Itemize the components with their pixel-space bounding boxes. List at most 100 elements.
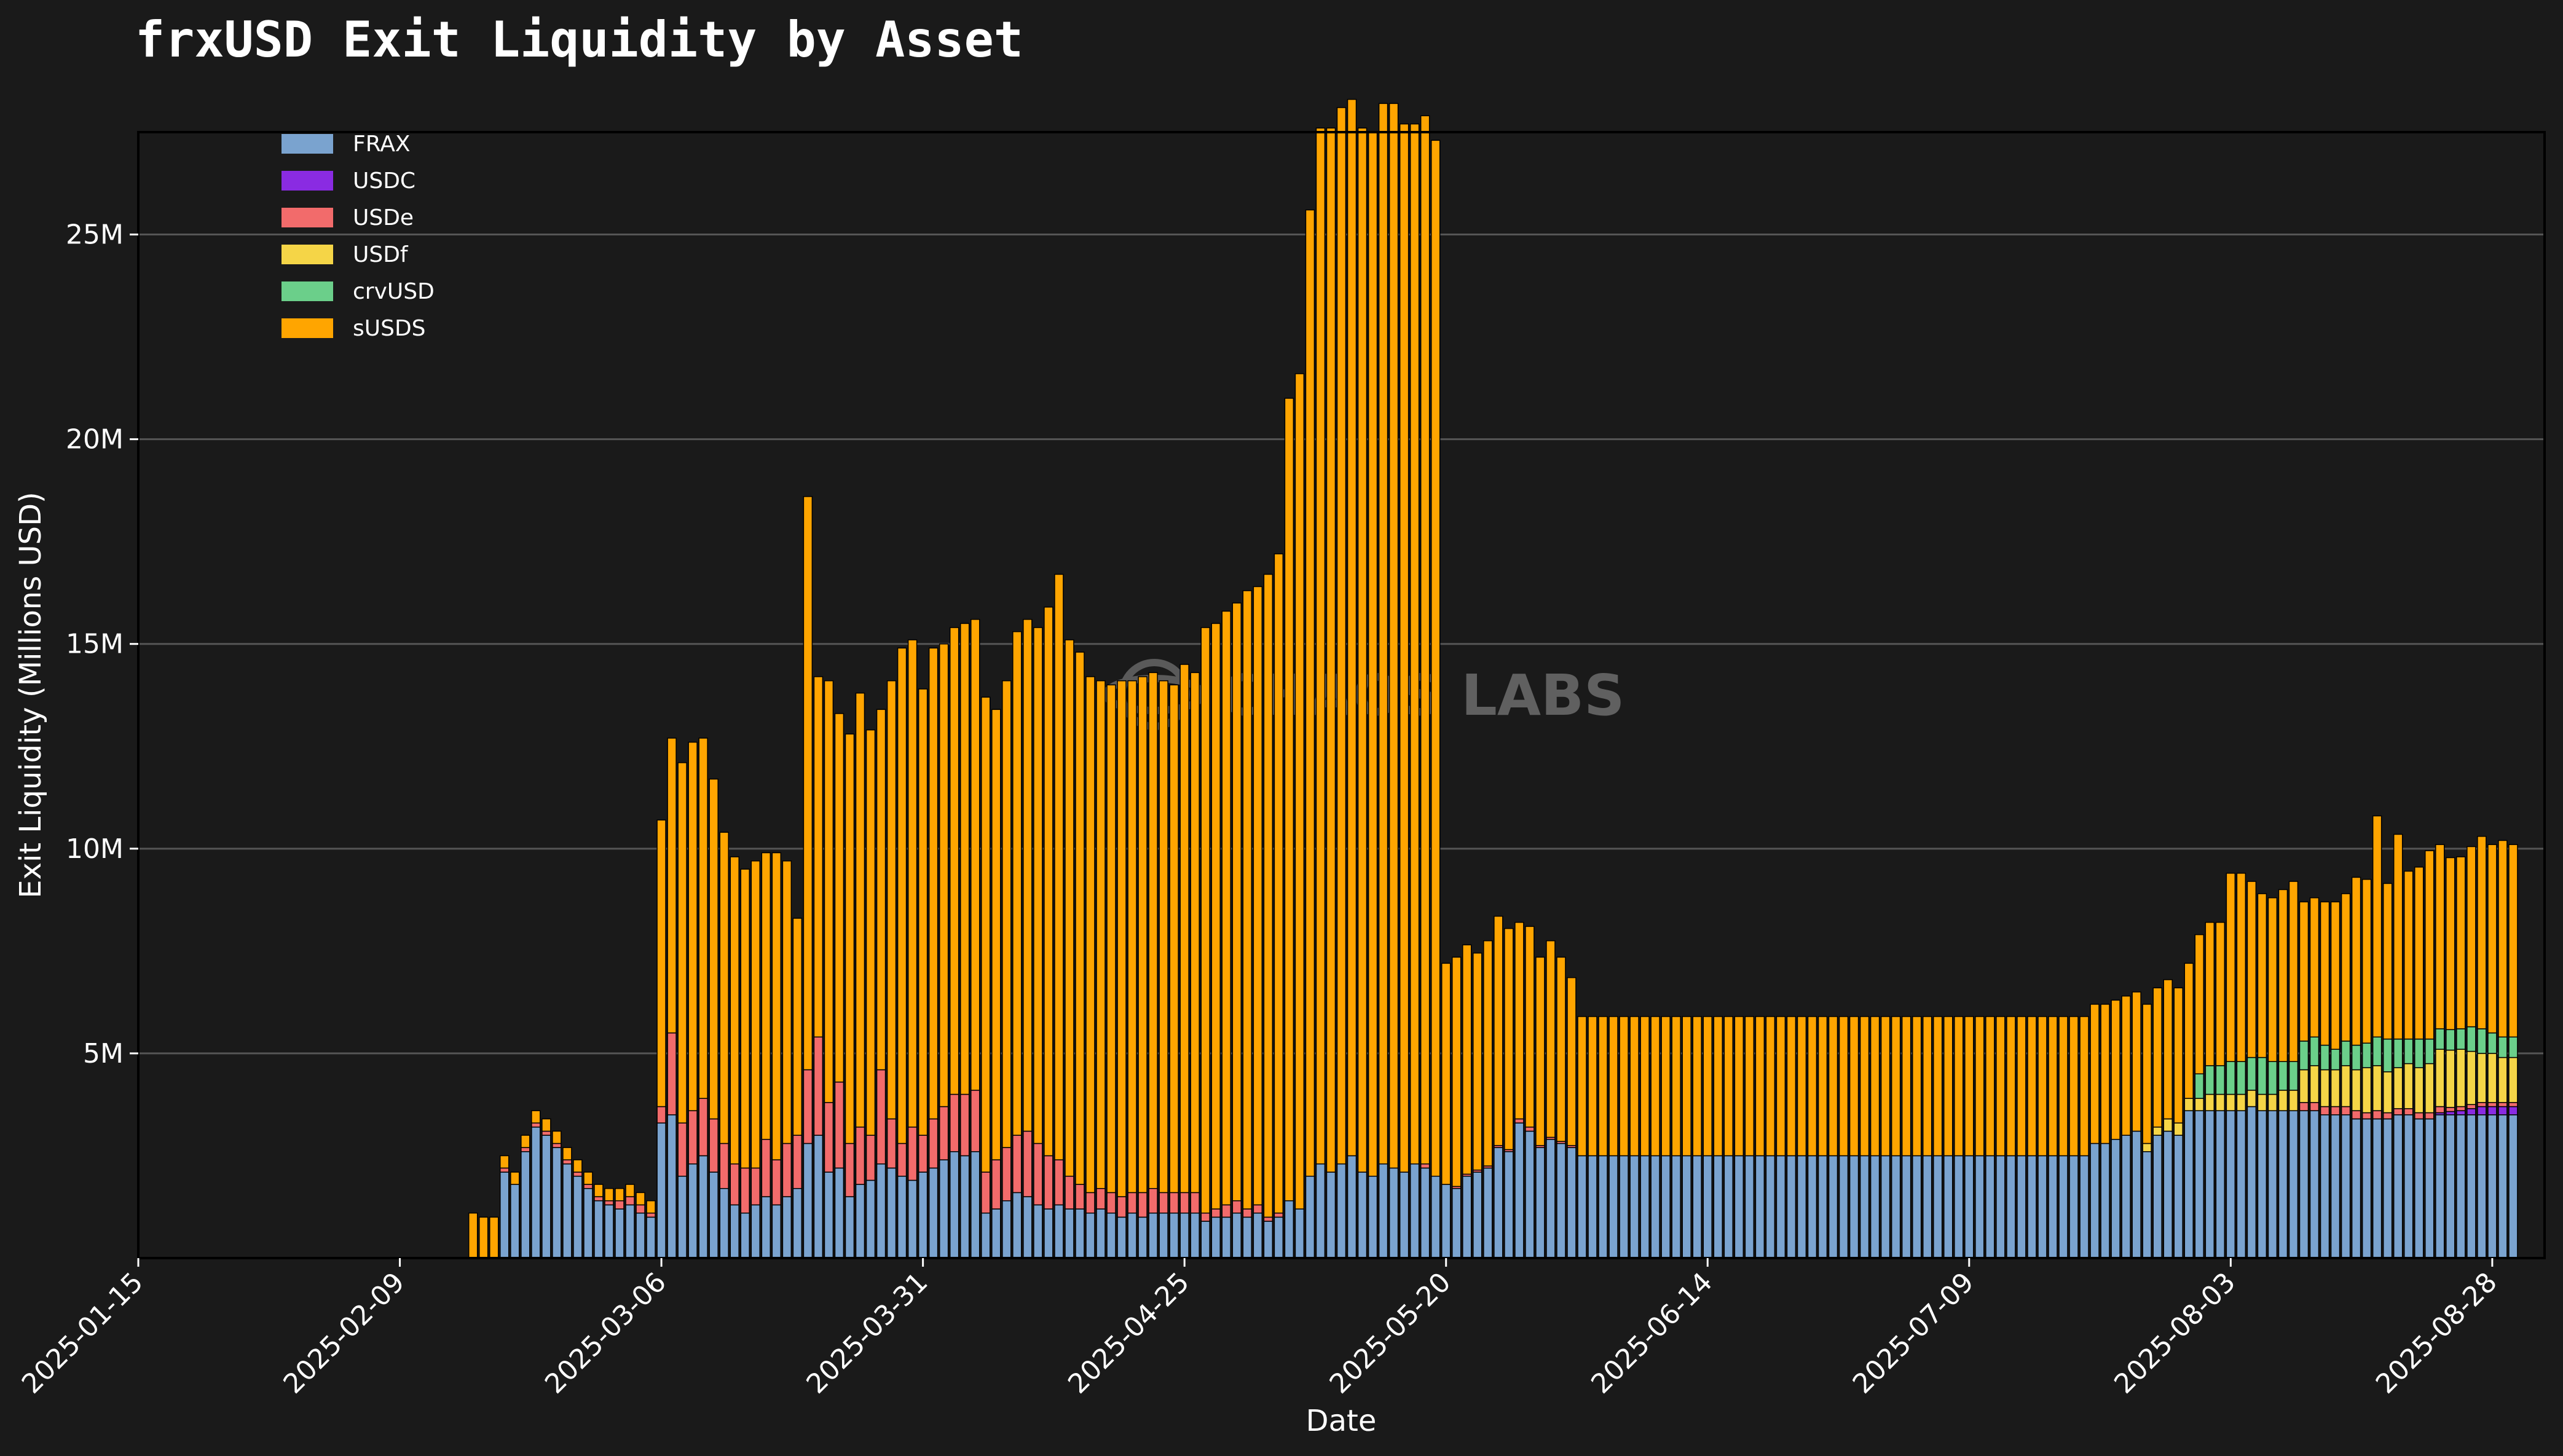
bar-segment-usde bbox=[2425, 1112, 2435, 1120]
x-axis-label: Date bbox=[1306, 1404, 1377, 1438]
bar-segment-frax bbox=[2132, 1130, 2141, 1259]
bar-segment-usde bbox=[813, 1036, 824, 1136]
bar-segment-susds bbox=[1661, 1016, 1671, 1157]
bar-segment-frax bbox=[865, 1179, 876, 1259]
bar-segment-susds bbox=[1891, 1016, 1901, 1157]
legend: FRAX USDC USDe USDf crvUSD sUSDS bbox=[281, 132, 435, 341]
bar-segment-susds bbox=[1462, 944, 1472, 1175]
bar-segment-susds bbox=[2226, 873, 2236, 1062]
bar-segment-susds bbox=[646, 1200, 656, 1214]
bar-segment-usde bbox=[730, 1163, 739, 1206]
bar-segment-susds bbox=[1682, 1016, 1691, 1157]
bar-segment-susds bbox=[1880, 1016, 1891, 1157]
bar-segment-susds bbox=[1567, 977, 1577, 1146]
bar-segment-usde bbox=[656, 1106, 666, 1123]
bar-segment-susds bbox=[1838, 1016, 1849, 1157]
bar-segment-crvusd bbox=[2508, 1036, 2518, 1058]
bar-segment-usdf bbox=[2330, 1069, 2341, 1108]
bar-segment-frax bbox=[1179, 1212, 1189, 1259]
bar-segment-frax bbox=[2309, 1110, 2320, 1259]
bar-segment-usde bbox=[636, 1204, 645, 1214]
bar-segment-susds bbox=[468, 1212, 478, 1259]
bar-segment-frax bbox=[1828, 1155, 1838, 1259]
bar-segment-susds bbox=[2037, 1016, 2047, 1157]
bar-segment-susds bbox=[2236, 873, 2246, 1062]
bar-segment-frax bbox=[1629, 1155, 1639, 1259]
y-axis: 5M 10M 15M 20M 25M bbox=[66, 219, 138, 1069]
bar-segment-susds bbox=[886, 680, 897, 1120]
bar-segment-frax bbox=[698, 1155, 708, 1259]
bar-segment-susds bbox=[677, 762, 687, 1123]
bar-segment-usdf bbox=[2205, 1093, 2215, 1111]
bar-segment-frax bbox=[1462, 1176, 1472, 1259]
bar-segment-susds bbox=[1525, 926, 1535, 1128]
bar-segment-frax bbox=[1692, 1155, 1702, 1259]
bar-segment-susds bbox=[1671, 1016, 1681, 1157]
bar-segment-frax bbox=[2425, 1118, 2435, 1259]
bar-segment-frax bbox=[1190, 1212, 1200, 1259]
bar-segment-frax bbox=[1106, 1212, 1116, 1259]
bars bbox=[468, 98, 2518, 1259]
x-axis: 2025-01-15 2025-02-09 2025-03-06 2025-03-31… bbox=[16, 1258, 2503, 1400]
legend-label-crvusd: crvUSD bbox=[353, 279, 435, 304]
bar-segment-susds bbox=[1713, 1016, 1723, 1157]
bar-segment-susds bbox=[2498, 840, 2508, 1038]
bar-segment-crvusd bbox=[2372, 1036, 2382, 1066]
bar-segment-frax bbox=[2393, 1114, 2403, 1259]
bar-segment-susds bbox=[1002, 680, 1012, 1148]
bar-segment-frax bbox=[500, 1171, 510, 1259]
bar-segment-crvusd bbox=[2498, 1036, 2508, 1058]
bar-segment-susds bbox=[730, 856, 739, 1165]
bar-segment-usde bbox=[1420, 1163, 1430, 1169]
bar-segment-susds bbox=[552, 1130, 562, 1144]
bar-segment-frax bbox=[1514, 1122, 1524, 1259]
bar-segment-frax bbox=[949, 1151, 959, 1259]
bar-segment-frax bbox=[1430, 1176, 1441, 1259]
bar-segment-usdf bbox=[2467, 1050, 2476, 1105]
bar-segment-frax bbox=[1901, 1155, 1911, 1259]
bar-segment-usde bbox=[970, 1090, 980, 1152]
bar-segment-crvusd bbox=[2257, 1057, 2267, 1095]
bar-segment-usde bbox=[2414, 1112, 2424, 1120]
bar-segment-frax bbox=[1933, 1155, 1943, 1259]
y-tick-label: 25M bbox=[66, 219, 124, 251]
bar-segment-usde bbox=[1232, 1200, 1242, 1214]
bar-segment-usde bbox=[541, 1130, 551, 1136]
bar-segment-frax bbox=[1388, 1167, 1399, 1259]
bar-segment-susds bbox=[2079, 1016, 2089, 1157]
bar-segment-susds bbox=[2467, 846, 2476, 1028]
bar-segment-susds bbox=[981, 696, 991, 1173]
bar-segment-frax bbox=[1755, 1155, 1765, 1259]
bar-segment-usde bbox=[1002, 1147, 1012, 1202]
bar-segment-susds bbox=[2184, 962, 2194, 1099]
bar-segment-usde bbox=[876, 1069, 886, 1165]
bar-segment-frax bbox=[1734, 1155, 1744, 1259]
bar-segment-frax bbox=[2246, 1106, 2257, 1259]
bar-segment-frax bbox=[740, 1212, 750, 1259]
bar-segment-susds bbox=[1242, 590, 1253, 1210]
bar-segment-susds bbox=[2069, 1016, 2079, 1157]
bar-segment-susds bbox=[1765, 1016, 1776, 1157]
bar-segment-crvusd bbox=[2299, 1041, 2309, 1071]
bar-segment-frax bbox=[1054, 1204, 1064, 1259]
bar-segment-usdf bbox=[2341, 1065, 2351, 1108]
bar-segment-usde bbox=[2320, 1106, 2330, 1116]
bar-segment-usdc bbox=[2456, 1110, 2466, 1116]
bar-segment-usde bbox=[771, 1159, 782, 1206]
bar-segment-frax bbox=[771, 1204, 782, 1259]
bar-segment-susds bbox=[1054, 573, 1064, 1160]
bar-segment-susds bbox=[1315, 127, 1326, 1165]
bar-segment-susds bbox=[1326, 127, 1336, 1173]
bar-segment-susds bbox=[1922, 1016, 1932, 1157]
bar-segment-usdc bbox=[2477, 1106, 2487, 1116]
bar-segment-susds bbox=[2142, 1004, 2152, 1144]
bar-segment-usdf bbox=[2446, 1049, 2455, 1108]
bar-segment-usde bbox=[750, 1167, 761, 1206]
bar-segment-usde bbox=[2309, 1102, 2320, 1111]
bar-segment-frax bbox=[918, 1171, 928, 1259]
bar-segment-frax bbox=[1473, 1171, 1482, 1259]
bar-segment-crvusd bbox=[2246, 1057, 2257, 1091]
bar-segment-usde bbox=[1242, 1208, 1253, 1218]
bar-segment-frax bbox=[1211, 1216, 1221, 1259]
